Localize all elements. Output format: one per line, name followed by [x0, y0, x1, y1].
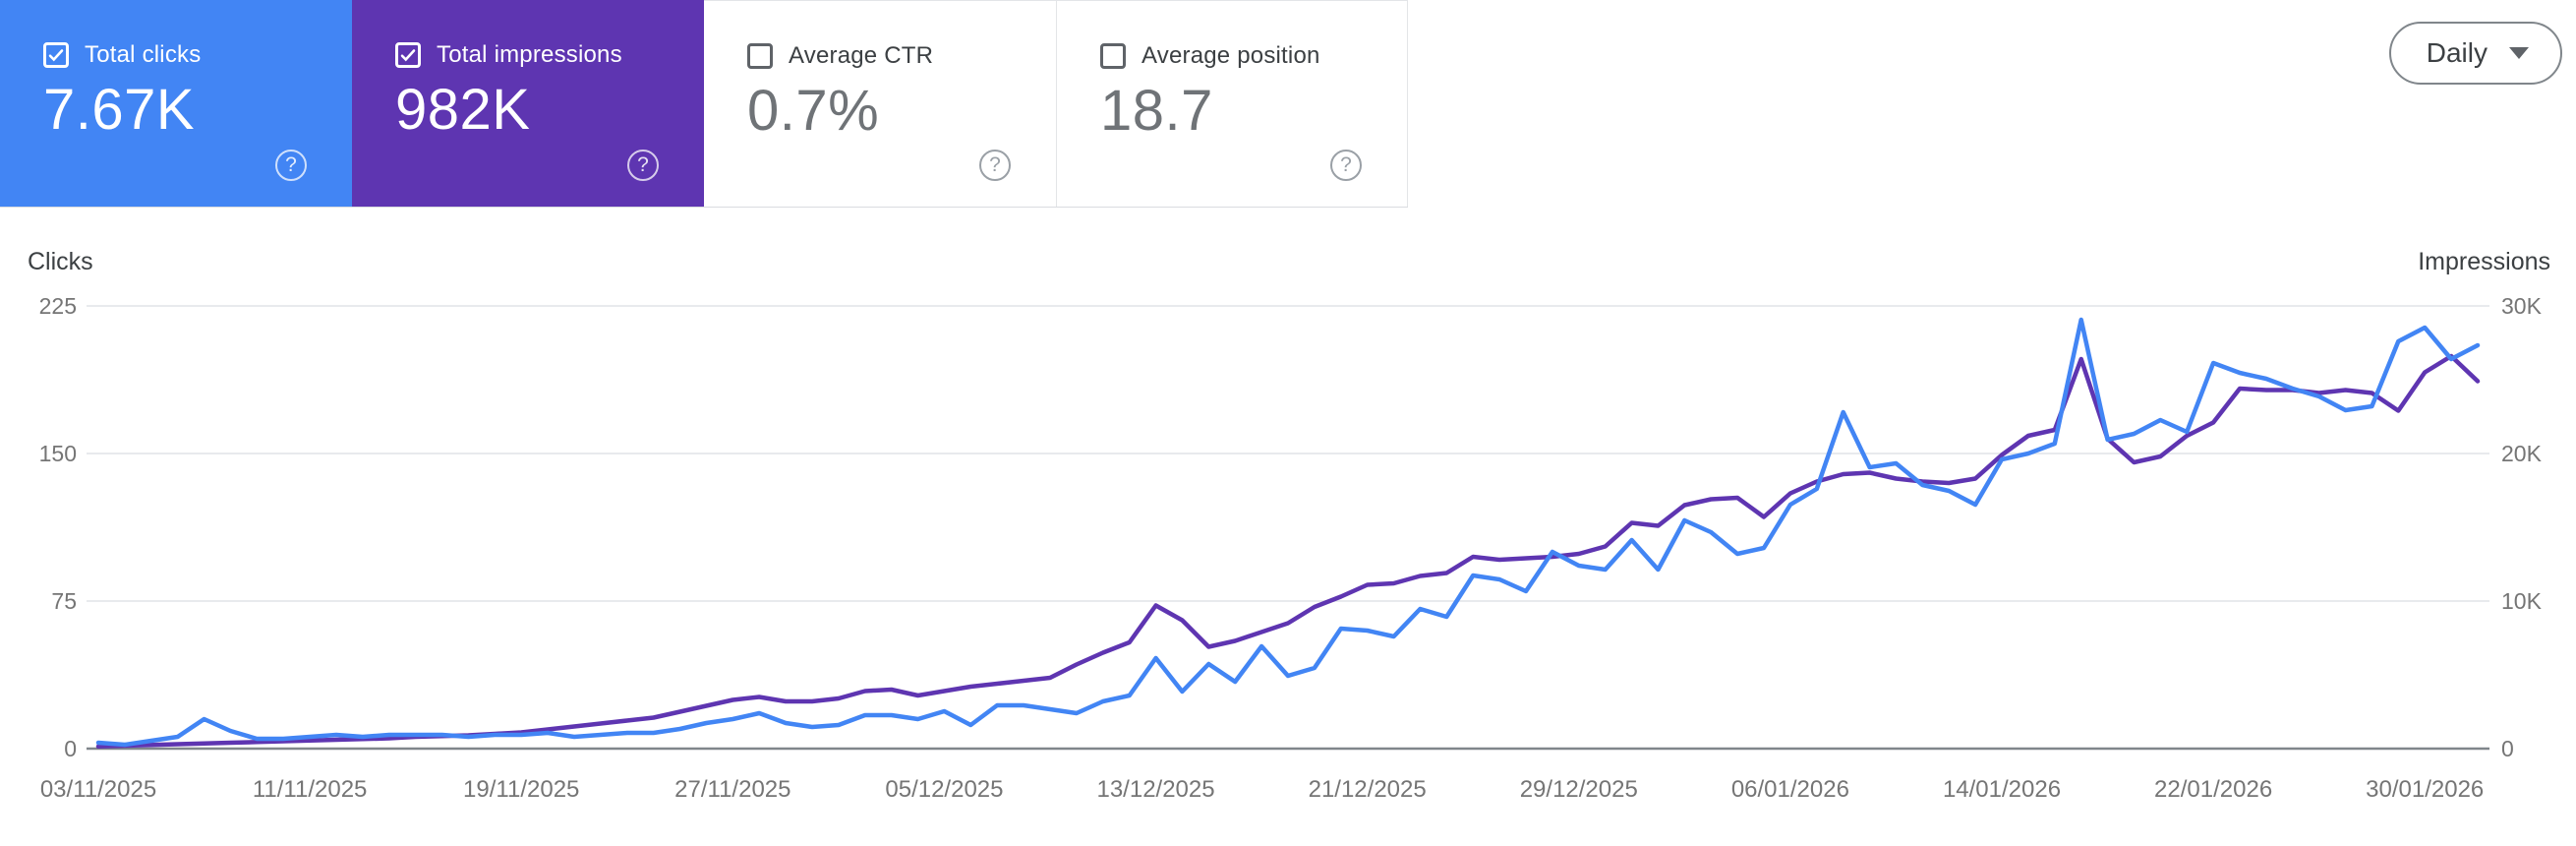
y-axis-tick-left: 150 — [39, 441, 77, 466]
date-granularity-value: Daily — [2426, 37, 2488, 68]
x-axis-tick: 29/12/2025 — [1520, 776, 1638, 803]
card-value: 18.7 — [1100, 79, 1213, 143]
performance-chart[interactable]: Clicks Impressions 0 75 150 225 0 10K 20K 30K 03… — [0, 207, 2576, 841]
x-axis-tick: 22/01/2026 — [2154, 776, 2272, 803]
dropdown-arrow-icon — [2509, 47, 2529, 59]
x-axis-tick: 30/01/2026 — [2366, 776, 2484, 803]
y-axis-tick-right: 10K — [2501, 588, 2543, 614]
y-axis-tick-right: 0 — [2501, 736, 2514, 761]
x-axis-tick: 19/11/2025 — [463, 776, 579, 803]
card-total-clicks[interactable]: Total clicks 7.67K ? — [0, 0, 352, 207]
impressions-line — [95, 353, 2481, 750]
y-axis-tick-left: 225 — [39, 293, 77, 319]
card-label: Total impressions — [437, 41, 622, 68]
y-axis-tick-left: 0 — [64, 736, 77, 761]
card-label: Average CTR — [789, 42, 934, 69]
card-value: 982K — [395, 78, 531, 142]
help-icon[interactable]: ? — [627, 150, 659, 181]
date-granularity-dropdown[interactable]: Daily — [2388, 22, 2562, 85]
checkbox-unchecked-icon[interactable] — [747, 43, 773, 69]
card-total-impressions[interactable]: Total impressions 982K ? — [352, 0, 704, 207]
checkbox-checked-icon[interactable] — [395, 42, 421, 68]
x-axis-tick: 06/01/2026 — [1731, 776, 1849, 803]
help-icon[interactable]: ? — [1330, 150, 1362, 181]
x-axis-tick: 03/11/2025 — [40, 776, 156, 803]
x-axis-tick: 14/01/2026 — [1943, 776, 2061, 803]
clicks-line — [95, 317, 2481, 748]
card-value: 7.67K — [43, 78, 196, 142]
checkbox-unchecked-icon[interactable] — [1100, 43, 1126, 69]
chart-canvas[interactable]: 0 75 150 225 0 10K 20K 30K 03/11/2025 11/11/2025 1… — [0, 207, 2576, 841]
left-axis-title: Clicks — [28, 248, 93, 275]
checkbox-checked-icon[interactable] — [43, 42, 69, 68]
help-icon[interactable]: ? — [979, 150, 1011, 181]
x-axis-tick: 27/11/2025 — [674, 776, 790, 803]
card-value: 0.7% — [747, 79, 880, 143]
x-axis-tick: 05/12/2025 — [885, 776, 1003, 803]
help-icon[interactable]: ? — [275, 150, 307, 181]
card-label: Average position — [1142, 42, 1320, 69]
card-average-ctr[interactable]: Average CTR 0.7% ? — [704, 0, 1056, 207]
card-label: Total clicks — [85, 41, 202, 68]
x-axis-tick: 13/12/2025 — [1096, 776, 1214, 803]
metric-cards-row: Total clicks 7.67K ? Total impressions 9… — [0, 0, 1408, 208]
card-average-position[interactable]: Average position 18.7 ? — [1056, 0, 1408, 207]
y-axis-tick-right: 20K — [2501, 441, 2543, 466]
x-axis-tick: 11/11/2025 — [253, 776, 368, 803]
x-axis-tick: 21/12/2025 — [1309, 776, 1427, 803]
y-axis-tick-right: 30K — [2501, 293, 2543, 319]
right-axis-title: Impressions — [2418, 248, 2550, 275]
y-axis-tick-left: 75 — [51, 588, 77, 614]
